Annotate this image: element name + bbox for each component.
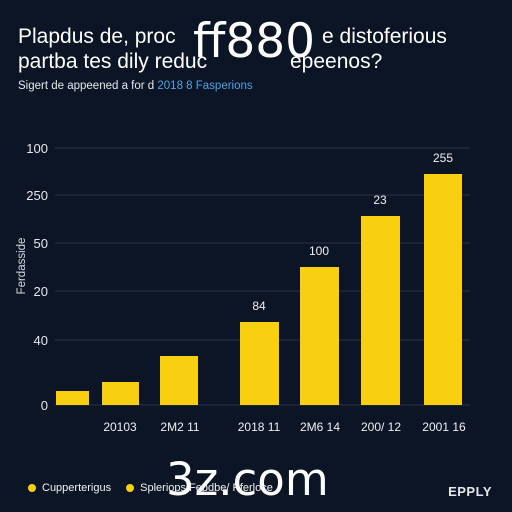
title-right-2: epeenos? bbox=[290, 50, 383, 73]
x-tick-label: 200/ 12 bbox=[361, 420, 401, 434]
title-right-1: e distoferious bbox=[322, 25, 447, 48]
y-tick-label: 250 bbox=[26, 188, 48, 203]
x-tick-label: 2018 11 bbox=[238, 420, 281, 434]
y-tick-label: 0 bbox=[41, 398, 48, 413]
watermark-top: ff880 bbox=[193, 14, 316, 69]
x-tick-label: 2M6 14 bbox=[300, 420, 340, 434]
legend-label-1: Cupperterigus bbox=[42, 482, 112, 494]
chart-title: Plapdus de, proc partba tes dily reduc bbox=[18, 24, 498, 74]
legend-dot bbox=[28, 484, 36, 492]
subtitle-text: Sigert de appeened a for d bbox=[18, 80, 155, 92]
data-label: 100 bbox=[309, 244, 329, 258]
subtitle-accent: 2018 8 Fasperions bbox=[157, 80, 253, 92]
data-label: 23 bbox=[373, 193, 387, 207]
x-tick-label: 20103 bbox=[103, 420, 137, 434]
legend-entry-2: Spleriops Fepdbe/ Pferloce bbox=[126, 482, 273, 494]
x-tick-label: 2M2 11 bbox=[160, 420, 199, 434]
brand-logo: EPPLY bbox=[448, 484, 492, 499]
chart-subtitle: Sigert de appeened a for d 2018 8 Fasper… bbox=[18, 80, 253, 92]
title-line-1: Plapdus de, proc bbox=[18, 25, 176, 48]
chart-legend: Cupperterigus Spleriops Fepdbe/ Pferloce bbox=[28, 482, 285, 494]
legend-entry-1: Cupperterigus bbox=[28, 482, 111, 494]
x-tick-label: 2001 16 bbox=[422, 420, 466, 434]
bar bbox=[300, 267, 339, 405]
bar bbox=[160, 356, 198, 405]
bar bbox=[361, 216, 400, 405]
watermark-bottom: 3z.com bbox=[166, 453, 329, 506]
bar bbox=[240, 322, 279, 405]
bar bbox=[102, 382, 139, 405]
bar bbox=[424, 174, 462, 405]
y-tick-label: 20 bbox=[34, 284, 48, 299]
title-line-2: partba tes dily reduc bbox=[18, 50, 208, 73]
legend-label-2: Spleriops Fepdbe/ Pferloce bbox=[140, 482, 273, 494]
y-tick-label: 40 bbox=[34, 333, 48, 348]
y-tick-label: 100 bbox=[26, 141, 48, 156]
legend-dot bbox=[126, 484, 135, 492]
bar bbox=[56, 391, 89, 405]
y-tick-label: 50 bbox=[34, 236, 48, 251]
data-label: 84 bbox=[252, 299, 266, 313]
data-label: 255 bbox=[433, 151, 453, 165]
